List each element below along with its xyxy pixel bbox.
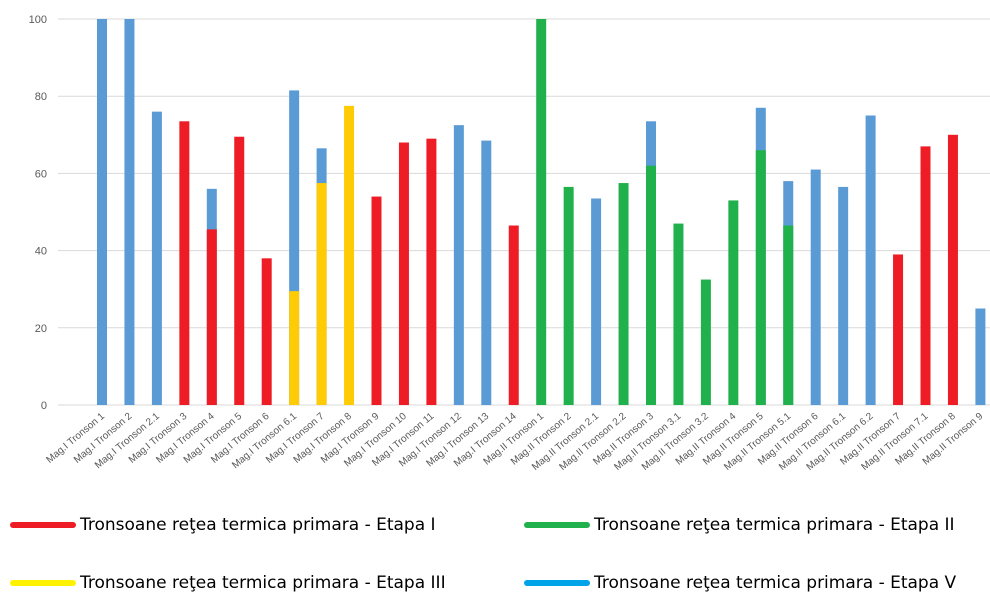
y-tick-label: 100 xyxy=(29,14,47,26)
bar xyxy=(893,254,904,405)
legend-label-etapa-ii: Tronsoane reţea termica primara - Etapa … xyxy=(594,515,955,535)
legend-label-etapa-v: Tronsoane reţea termica primara - Etapa … xyxy=(594,573,957,593)
bar xyxy=(810,169,821,405)
bar xyxy=(591,198,602,405)
bar xyxy=(728,200,739,405)
bar xyxy=(536,19,547,405)
bar xyxy=(783,225,794,405)
bar xyxy=(289,90,300,405)
y-tick-label: 80 xyxy=(35,91,47,103)
y-tick-label: 0 xyxy=(41,400,47,412)
legend-item-etapa-v: Tronsoane reţea termica primara - Etapa … xyxy=(524,569,956,597)
bar xyxy=(344,105,355,405)
bar xyxy=(234,136,245,406)
y-tick-label: 60 xyxy=(35,168,47,180)
bar xyxy=(865,115,876,405)
bar xyxy=(755,150,766,405)
bar xyxy=(151,111,162,405)
legend-item-etapa-iii: Tronsoane reţea termica primara - Etapa … xyxy=(10,569,446,597)
bar xyxy=(481,140,492,405)
legend-swatch-etapa-iii xyxy=(10,580,76,586)
bar xyxy=(453,125,464,406)
gridlines xyxy=(58,18,990,406)
bar xyxy=(398,142,409,405)
y-tick-label: 20 xyxy=(35,323,47,335)
legend-swatch-etapa-ii xyxy=(524,522,590,528)
bar xyxy=(975,308,986,405)
bar xyxy=(947,134,958,406)
bar xyxy=(206,229,217,405)
bar xyxy=(700,279,711,405)
bar xyxy=(838,186,849,405)
legend: Tronsoane reţea termica primara - Etapa … xyxy=(0,505,990,600)
y-tick-label: 40 xyxy=(35,246,47,258)
legend-item-etapa-i: Tronsoane reţea termica primara - Etapa … xyxy=(10,511,436,539)
bar xyxy=(289,291,300,405)
bar xyxy=(179,121,190,405)
bar xyxy=(618,183,629,405)
bar xyxy=(124,19,135,405)
bar xyxy=(316,183,327,405)
bar xyxy=(97,19,107,405)
bar xyxy=(673,223,684,405)
y-axis-ticks: 0 20 40 60 80 100 xyxy=(29,14,47,412)
legend-swatch-etapa-i xyxy=(10,522,76,528)
bar xyxy=(371,196,382,405)
legend-item-etapa-ii: Tronsoane reţea termica primara - Etapa … xyxy=(524,511,955,539)
bar xyxy=(646,165,656,405)
bar xyxy=(261,258,272,405)
bar xyxy=(920,146,931,405)
legend-label-etapa-i: Tronsoane reţea termica primara - Etapa … xyxy=(80,515,436,535)
legend-swatch-etapa-v xyxy=(524,580,590,586)
bar xyxy=(426,138,437,405)
bars xyxy=(97,19,986,406)
bar xyxy=(563,186,574,405)
bar xyxy=(508,225,519,405)
legend-label-etapa-iii: Tronsoane reţea termica primara - Etapa … xyxy=(80,573,446,593)
